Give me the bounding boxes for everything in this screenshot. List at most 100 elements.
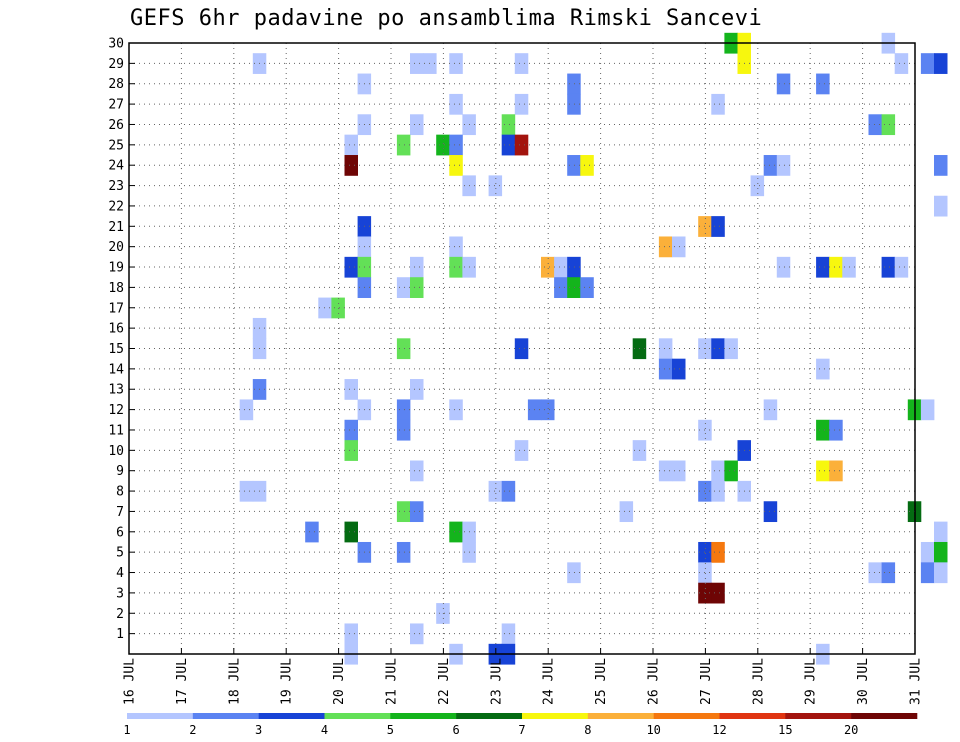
y-tick-label: 18 (108, 281, 124, 296)
colorbar-label: 2 (189, 723, 196, 737)
heatmap-cells (239, 32, 948, 665)
y-tick-label: 7 (116, 505, 124, 520)
x-tick-label: 25 JUL (594, 658, 609, 705)
y-tick-label: 5 (116, 546, 124, 561)
y-tick-label: 19 (108, 261, 124, 276)
x-axis: 16 JUL 17 JUL 18 JUL 19 JUL 20 JUL 21 JUL 22 J… (123, 648, 924, 705)
y-tick-label: 17 (108, 301, 124, 316)
y-tick-label: 16 (108, 322, 124, 337)
chart-title: GEFS 6hr padavine po ansamblima Rimski S… (130, 6, 763, 31)
heatmap-cell (934, 155, 948, 176)
x-tick-label: 19 JUL (280, 658, 295, 705)
heatmap-cell (410, 277, 424, 298)
heatmap-cell (580, 155, 594, 176)
heatmap-cell (829, 419, 843, 441)
y-tick-label: 2 (116, 607, 124, 622)
heatmap-cell (934, 562, 948, 584)
heatmap-cell (920, 53, 935, 74)
heatmap-cell (776, 155, 791, 176)
heatmap-cell (488, 175, 503, 197)
colorbar-label: 1 (123, 723, 130, 737)
heatmap-cell (396, 134, 411, 156)
heatmap-cell (711, 460, 725, 482)
heatmap-cell (514, 338, 529, 360)
heatmap-cell (396, 419, 411, 441)
colorbar-label: 5 (387, 723, 394, 737)
heatmap-cell (763, 399, 778, 421)
heatmap-cell (724, 338, 738, 360)
heatmap-cell (396, 277, 411, 298)
heatmap-cell (920, 399, 935, 421)
heatmap-cell (396, 541, 411, 563)
heatmap-cell (396, 501, 411, 523)
y-tick-label: 8 (116, 485, 124, 500)
y-tick-label: 20 (108, 240, 124, 255)
colorbar-swatch (390, 713, 457, 719)
x-tick-label: 18 JUL (227, 658, 242, 705)
heatmap-cell (501, 480, 516, 502)
heatmap-cell (344, 379, 358, 400)
heatmap-cell (816, 256, 830, 278)
heatmap-cell (514, 440, 529, 461)
y-tick-label: 28 (108, 77, 124, 92)
y-tick-label: 23 (108, 179, 124, 194)
heatmap-cell (711, 216, 725, 237)
heatmap-cell (816, 358, 830, 380)
heatmap-cell (501, 114, 516, 136)
heatmap-cell (410, 114, 424, 136)
colorbar: 1 2 3 4 5 6 7 8 10 12 15 20 (123, 713, 918, 737)
heatmap-cell (449, 521, 463, 543)
heatmap-cell (239, 480, 254, 502)
heatmap-cell (934, 521, 948, 543)
heatmap-cell (501, 623, 516, 645)
y-tick-label: 11 (108, 423, 124, 438)
heatmap-cell (934, 53, 948, 74)
heatmap-cell (672, 460, 686, 482)
colorbar-swatch (653, 713, 720, 719)
colorbar-swatch (587, 713, 654, 719)
heatmap-cell (658, 338, 673, 360)
heatmap-cell (318, 297, 332, 319)
heatmap-cell (829, 460, 843, 482)
grid (129, 42, 915, 654)
x-tick-label: 29 JUL (804, 658, 819, 705)
heatmap-cell (763, 155, 778, 176)
colorbar-label: 20 (844, 723, 858, 737)
heatmap-cell (541, 399, 555, 421)
heatmap-cell (711, 582, 725, 604)
colorbar-swatch (258, 713, 325, 719)
colorbar-swatch (127, 713, 194, 719)
heatmap-cell (554, 277, 568, 298)
x-tick-label: 27 JUL (699, 658, 714, 705)
heatmap-cell (881, 114, 896, 136)
heatmap-cell (344, 419, 358, 441)
heatmap-cell (567, 93, 581, 115)
heatmap-cell (920, 541, 935, 563)
heatmap-cell (711, 480, 725, 502)
x-tick-label: 23 JUL (489, 658, 504, 705)
colorbar-label: 6 (453, 723, 460, 737)
heatmap-cell (894, 256, 909, 278)
x-tick-label: 30 JUL (856, 658, 871, 705)
heatmap-cell (934, 195, 948, 217)
colorbar-label: 8 (584, 723, 591, 737)
heatmap-cell (658, 358, 673, 380)
heatmap-cell (449, 53, 463, 74)
heatmap-cell (658, 460, 673, 482)
heatmap-cell (331, 297, 345, 319)
y-tick-label: 22 (108, 199, 124, 214)
heatmap-cell (410, 623, 424, 645)
heatmap-cell (344, 134, 358, 156)
colorbar-swatch (785, 713, 852, 719)
heatmap-cell (410, 53, 424, 74)
heatmap-cell (672, 358, 686, 380)
heatmap-cell (436, 134, 450, 156)
heatmap-cell (449, 236, 463, 258)
heatmap-cell (567, 73, 581, 95)
heatmap-cell (816, 73, 830, 95)
heatmap-cell (567, 562, 581, 584)
y-tick-label: 26 (108, 118, 124, 133)
heatmap-cell (868, 562, 882, 584)
heatmap-cell (776, 256, 791, 278)
colorbar-swatch (522, 713, 589, 719)
